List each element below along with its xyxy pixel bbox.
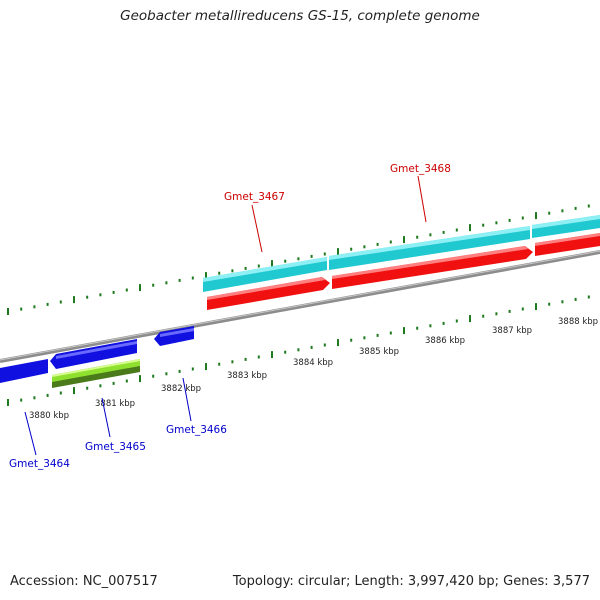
forward-cds-track [203,215,600,292]
topology-footer: Topology: circular; Length: 3,997,420 bp… [232,574,590,589]
accession-footer: Accession: NC_007517 [10,574,158,589]
kbp-label-3881: 3881 kbp [95,399,135,409]
gene-gmet-3465-arrow-shine [56,341,137,359]
label-gmet-3464[interactable]: Gmet_3464 [9,458,70,470]
leader-gmet-3467 [251,204,263,253]
gene-gmet-3468-arrow-shine [332,246,528,279]
forward-gene-track [207,233,600,310]
kbp-label-3885: 3885 kbp [359,347,399,357]
kbp-label-3882: 3882 kbp [161,384,201,394]
leader-gmet-3465 [101,397,111,438]
genome-backbone-highlight [0,250,600,361]
label-gmet-3468[interactable]: Gmet_3468 [390,163,451,175]
kbp-label-3886: 3886 kbp [425,336,465,346]
gene-labels: Gmet_3464 Gmet_3465 Gmet_3466 Gmet_3467 … [9,163,451,470]
gene-gmet-3469-arrow-shine [535,233,600,246]
genome-title: Geobacter metallireducens GS-15, complet… [120,8,480,24]
lower-tick-track [7,295,590,406]
gene-gmet-3466-arrow-shine [160,328,194,337]
gene-gmet-3467-cds-shine [203,257,327,282]
genome-backbone [0,250,600,363]
gene-gmet-3467-arrow[interactable] [207,277,330,310]
gene-gmet-3469-cds-shine [532,215,600,229]
kbp-label-3880: 3880 kbp [29,411,69,421]
reverse-gene-track [0,326,194,383]
gene-gmet-3465-feature-shine [52,359,140,377]
label-leader-lines [24,175,427,456]
gene-gmet-3468-arrow[interactable] [332,246,533,289]
gene-gmet-3469-arrow[interactable] [535,233,600,256]
gene-gmet-3464-arrow[interactable] [0,359,48,383]
gene-gmet-3468-cds-shine [329,226,530,260]
reverse-feature-track [52,359,140,388]
gene-gmet-3467-arrow-shine [207,277,325,300]
upper-tick-track [7,204,590,315]
label-gmet-3465[interactable]: Gmet_3465 [85,441,146,453]
kbp-label-3883: 3883 kbp [227,371,267,381]
label-gmet-3467[interactable]: Gmet_3467 [224,191,285,203]
kbp-label-3884: 3884 kbp [293,358,333,368]
label-gmet-3466[interactable]: Gmet_3466 [166,424,227,436]
kbp-label-3888: 3888 kbp [558,317,598,327]
kbp-label-3887: 3887 kbp [492,326,532,336]
leader-gmet-3464 [24,411,37,456]
kbp-scale-labels: 3880 kbp 3881 kbp 3882 kbp 3883 kbp 3884… [29,317,598,421]
leader-gmet-3466 [182,377,192,422]
leader-gmet-3468 [417,175,427,223]
